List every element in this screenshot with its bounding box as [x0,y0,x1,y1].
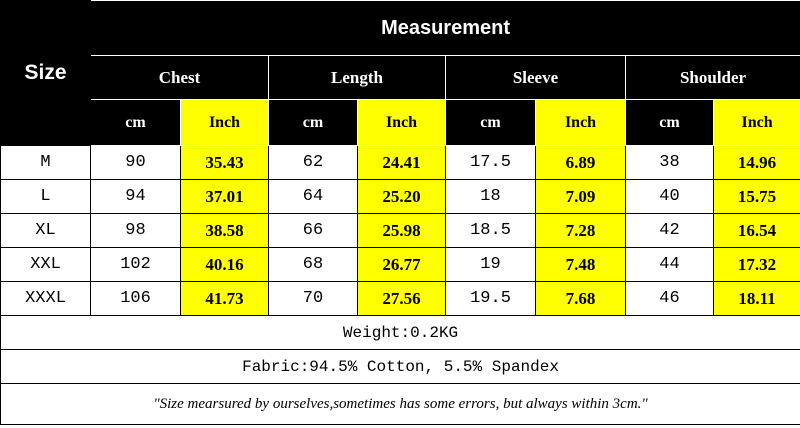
unit-header: Inch [712,99,800,146]
cell: 24.41 [357,145,446,180]
cell: 18.5 [445,213,536,248]
cell: 98 [90,213,181,248]
weight: Weight:0.2KG [0,315,800,350]
cell: 14.96 [712,145,800,180]
cell: 68 [268,247,358,282]
group-header: Shoulder [624,55,800,100]
row: M 90 35.43 62 24.41 17.5 6.89 38 14.96 [0,145,800,180]
size-label: XXXL [0,281,91,316]
cell: 66 [268,213,358,248]
size-header: Size [0,0,91,146]
unit-header: Inch [357,99,446,146]
group-header: Length [268,55,446,100]
row: XL 98 38.58 66 25.98 18.5 7.28 42 16.54 [0,213,800,248]
cell: 94 [90,179,181,214]
unit-header: cm [625,99,714,146]
cell: 37.01 [180,179,269,214]
unit-header: cm [445,99,536,146]
cell: 17.32 [712,247,800,282]
cell: 7.68 [535,281,626,316]
cell: 26.77 [357,247,446,282]
cell: 19 [445,247,536,282]
cell: 15.75 [712,179,800,214]
cell: 64 [268,179,358,214]
title: Measurement [89,0,800,56]
cell: 102 [90,247,181,282]
fabric: Fabric:94.5% Cotton, 5.5% Spandex [0,349,800,384]
group-header: Chest [90,55,269,100]
fabric-row: Fabric:94.5% Cotton, 5.5% Spandex [0,349,800,384]
cell: 42 [625,213,714,248]
cell: 6.89 [535,145,626,180]
cell: 25.98 [357,213,446,248]
cell: 38.58 [180,213,269,248]
cell: 27.56 [357,281,446,316]
cell: 7.48 [535,247,626,282]
note-row: "Size mearsured by ourselves,sometimes h… [0,383,800,425]
cell: 19.5 [445,281,536,316]
cell: 17.5 [445,145,536,180]
cell: 40 [625,179,714,214]
cell: 18 [445,179,536,214]
cell: 46 [625,281,714,316]
cell: 62 [268,145,358,180]
cell: 90 [90,145,181,180]
unit-header: cm [90,99,181,146]
cell: 7.09 [535,179,626,214]
size-label: XXL [0,247,91,282]
weight-row: Weight:0.2KG [0,315,800,350]
size-label: L [0,179,91,214]
cell: 106 [90,281,181,316]
cell: 35.43 [180,145,269,180]
cell: 16.54 [712,213,800,248]
cell: 25.20 [357,179,446,214]
note: "Size mearsured by ourselves,sometimes h… [0,383,800,425]
cell: 70 [268,281,358,316]
cell: 41.73 [180,281,269,316]
row: L 94 37.01 64 25.20 18 7.09 40 15.75 [0,179,800,214]
cell: 18.11 [712,281,800,316]
size-label: M [0,145,91,180]
cell: 44 [625,247,714,282]
row: XXL 102 40.16 68 26.77 19 7.48 44 17.32 [0,247,800,282]
group-header: Sleeve [445,55,626,100]
unit-header: cm [268,99,358,146]
cell: 40.16 [180,247,269,282]
unit-header: Inch [180,99,269,146]
unit-header: Inch [535,99,626,146]
row: XXXL 106 41.73 70 27.56 19.5 7.68 46 18.11 [0,281,800,316]
cell: 7.28 [535,213,626,248]
size-label: XL [0,213,91,248]
cell: 38 [625,145,714,180]
